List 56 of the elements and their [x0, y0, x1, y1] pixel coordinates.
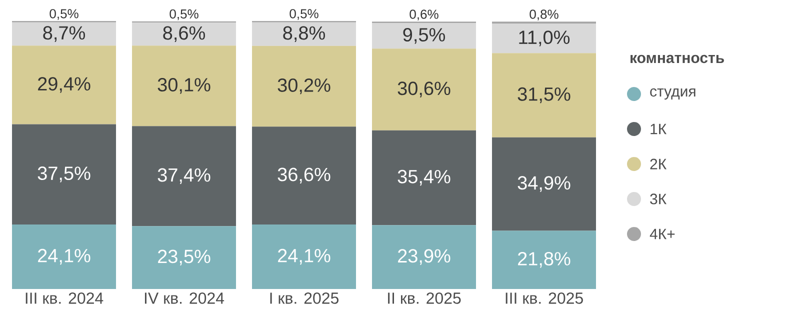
data-label: 30,2% — [278, 78, 330, 94]
bar — [372, 48, 476, 130]
data-label: 8,6% — [163, 26, 205, 42]
bar — [132, 226, 236, 289]
legend-label: 2К — [650, 158, 667, 170]
data-label: 23,5% — [158, 250, 210, 266]
bar — [132, 22, 236, 46]
bar — [492, 230, 596, 289]
bar — [12, 46, 116, 124]
legend-label: студия — [650, 88, 696, 100]
data-label: 30,1% — [158, 78, 210, 94]
bar — [372, 23, 476, 49]
data-label: 11,0% — [519, 30, 570, 46]
bar — [12, 224, 116, 289]
x-tick-label: III кв. 2025 — [506, 292, 583, 304]
bar — [252, 22, 356, 46]
data-label: 37,5% — [38, 166, 90, 182]
data-label: 0,8% — [530, 10, 558, 20]
data-label: 31,5% — [518, 87, 570, 104]
bar — [132, 46, 236, 126]
legend-label: 4К+ — [650, 228, 675, 240]
data-label: 35,4% — [398, 170, 450, 186]
data-label: 24,1% — [278, 248, 330, 265]
data-label: 37,4% — [158, 168, 210, 184]
legend-label: 1К — [650, 124, 667, 134]
data-label: 24,1% — [38, 248, 90, 265]
bar — [492, 137, 596, 231]
data-label: 34,9% — [518, 176, 570, 192]
data-label: 21,8% — [518, 252, 570, 268]
x-tick-label: IV кв. 2024 — [144, 292, 224, 304]
data-label: 8,7% — [43, 26, 85, 42]
legend-label: 3К — [650, 194, 667, 204]
data-label: 23,9% — [398, 249, 450, 265]
x-tick-label: II кв. 2025 — [388, 292, 461, 304]
legend-title: комнатность — [630, 54, 724, 64]
bar — [492, 24, 596, 54]
bar — [492, 53, 596, 138]
data-label: 8,8% — [283, 26, 325, 42]
data-label: 30,6% — [398, 82, 450, 98]
x-tick-label: I кв. 2025 — [270, 292, 338, 304]
data-label: 0,5% — [170, 9, 198, 20]
bar — [12, 124, 116, 225]
bar — [252, 126, 356, 225]
bar — [252, 224, 356, 289]
data-label: 0,6% — [410, 10, 438, 20]
bar — [132, 126, 236, 226]
data-label: 0,5% — [50, 9, 78, 20]
data-label: 0,5% — [290, 9, 318, 20]
bar — [372, 225, 476, 289]
bar — [372, 130, 476, 226]
data-label: 36,6% — [278, 168, 330, 184]
bar — [252, 46, 356, 127]
data-label: 29,4% — [38, 77, 90, 93]
x-tick-label: III кв. 2024 — [26, 292, 104, 304]
bar — [12, 22, 116, 46]
data-label: 9,5% — [403, 28, 445, 44]
